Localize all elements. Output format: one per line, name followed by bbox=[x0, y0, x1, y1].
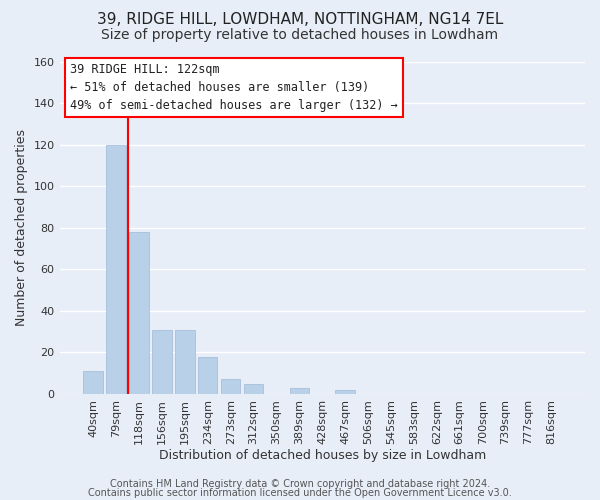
Bar bbox=[290, 388, 309, 394]
Text: Contains public sector information licensed under the Open Government Licence v3: Contains public sector information licen… bbox=[88, 488, 512, 498]
Text: 39, RIDGE HILL, LOWDHAM, NOTTINGHAM, NG14 7EL: 39, RIDGE HILL, LOWDHAM, NOTTINGHAM, NG1… bbox=[97, 12, 503, 28]
Bar bbox=[244, 384, 263, 394]
Bar bbox=[335, 390, 355, 394]
Bar bbox=[129, 232, 149, 394]
Bar bbox=[198, 356, 217, 394]
Bar bbox=[152, 330, 172, 394]
Text: Contains HM Land Registry data © Crown copyright and database right 2024.: Contains HM Land Registry data © Crown c… bbox=[110, 479, 490, 489]
Bar bbox=[106, 144, 126, 394]
Text: Size of property relative to detached houses in Lowdham: Size of property relative to detached ho… bbox=[101, 28, 499, 42]
X-axis label: Distribution of detached houses by size in Lowdham: Distribution of detached houses by size … bbox=[158, 450, 486, 462]
Bar bbox=[175, 330, 194, 394]
Text: 39 RIDGE HILL: 122sqm
← 51% of detached houses are smaller (139)
49% of semi-det: 39 RIDGE HILL: 122sqm ← 51% of detached … bbox=[70, 63, 398, 112]
Y-axis label: Number of detached properties: Number of detached properties bbox=[15, 129, 28, 326]
Bar bbox=[83, 371, 103, 394]
Bar bbox=[221, 380, 241, 394]
